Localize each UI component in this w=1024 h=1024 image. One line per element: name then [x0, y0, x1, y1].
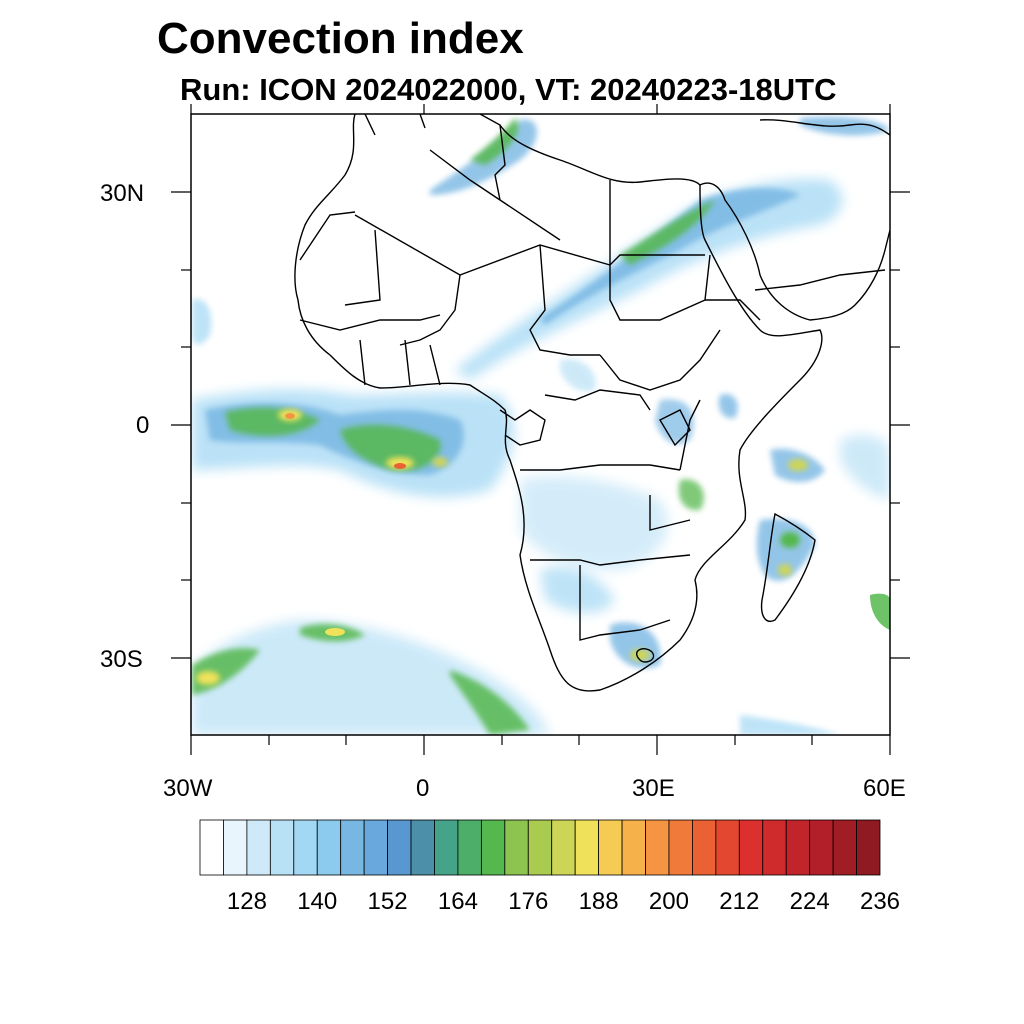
- colorbar-label: 152: [367, 888, 408, 915]
- colorbar-label: 164: [437, 888, 478, 915]
- colorbar-label: 140: [297, 888, 338, 915]
- x-tick-label-30e: 30E: [632, 775, 675, 802]
- colorbar-swatch: [621, 819, 646, 876]
- colorbar-swatch: [692, 819, 717, 876]
- coastlines: [294, 114, 890, 692]
- convection-sahara-band: [430, 116, 890, 380]
- colorbar-swatch: [762, 819, 787, 876]
- colorbar-swatch: [668, 819, 693, 876]
- convection-field: [192, 114, 890, 735]
- y-tick-label-30s: 30S: [100, 646, 143, 673]
- x-tick-label-30w: 30W: [163, 775, 213, 802]
- colorbar-swatch: [527, 819, 553, 876]
- colorbar-label: 176: [508, 888, 549, 915]
- colorbar-swatch: [223, 819, 248, 876]
- colorbar-swatch: [246, 819, 271, 876]
- colorbar-swatch: [410, 819, 435, 876]
- colorbar-swatch: [316, 819, 342, 876]
- convection-equatorial-band: [192, 389, 514, 498]
- colorbar-swatch: [598, 819, 623, 876]
- colorbar-label: 200: [648, 888, 689, 915]
- colorbar-swatch: [832, 819, 857, 876]
- y-tick-label-30n: 30N: [100, 180, 145, 207]
- colorbar-label: 128: [226, 888, 267, 915]
- colorbar-swatch: [504, 819, 529, 876]
- colorbar-swatch: [434, 819, 459, 876]
- colorbar-swatch: [738, 819, 764, 876]
- map-ticks: [171, 104, 910, 755]
- colorbar-label: 212: [719, 888, 760, 915]
- convection-south-atlantic-band: [192, 620, 840, 735]
- y-tick-label-0: 0: [136, 412, 150, 439]
- colorbar-swatch: [480, 819, 506, 876]
- colorbar-swatch: [574, 819, 600, 876]
- colorbar-swatch: [269, 819, 295, 876]
- colorbar-swatch: [199, 819, 224, 876]
- colorbar-label: 188: [578, 888, 619, 915]
- colorbar-swatch: [809, 819, 834, 876]
- colorbar-swatch: [715, 819, 740, 876]
- colorbar-label: 224: [789, 888, 830, 915]
- colorbar-swatch: [551, 819, 576, 876]
- colorbar-swatch: [785, 819, 811, 876]
- convection-southern-cells: [192, 299, 890, 669]
- colorbar-swatch: [457, 819, 482, 876]
- colorbar-swatch: [645, 819, 670, 876]
- colorbar-swatch: [293, 819, 318, 876]
- colorbar: [199, 819, 881, 876]
- colorbar-swatch: [363, 819, 388, 876]
- colorbar-swatch: [340, 819, 365, 876]
- chart-subtitle: Run: ICON 2024022000, VT: 20240223-18UTC: [180, 72, 837, 107]
- x-tick-label-60e: 60E: [863, 775, 906, 802]
- colorbar-swatch: [856, 819, 881, 876]
- x-tick-label-0: 0: [416, 775, 430, 802]
- colorbar-swatch: [387, 819, 412, 876]
- chart-title: Convection index: [157, 14, 524, 63]
- colorbar-label: 236: [859, 888, 901, 915]
